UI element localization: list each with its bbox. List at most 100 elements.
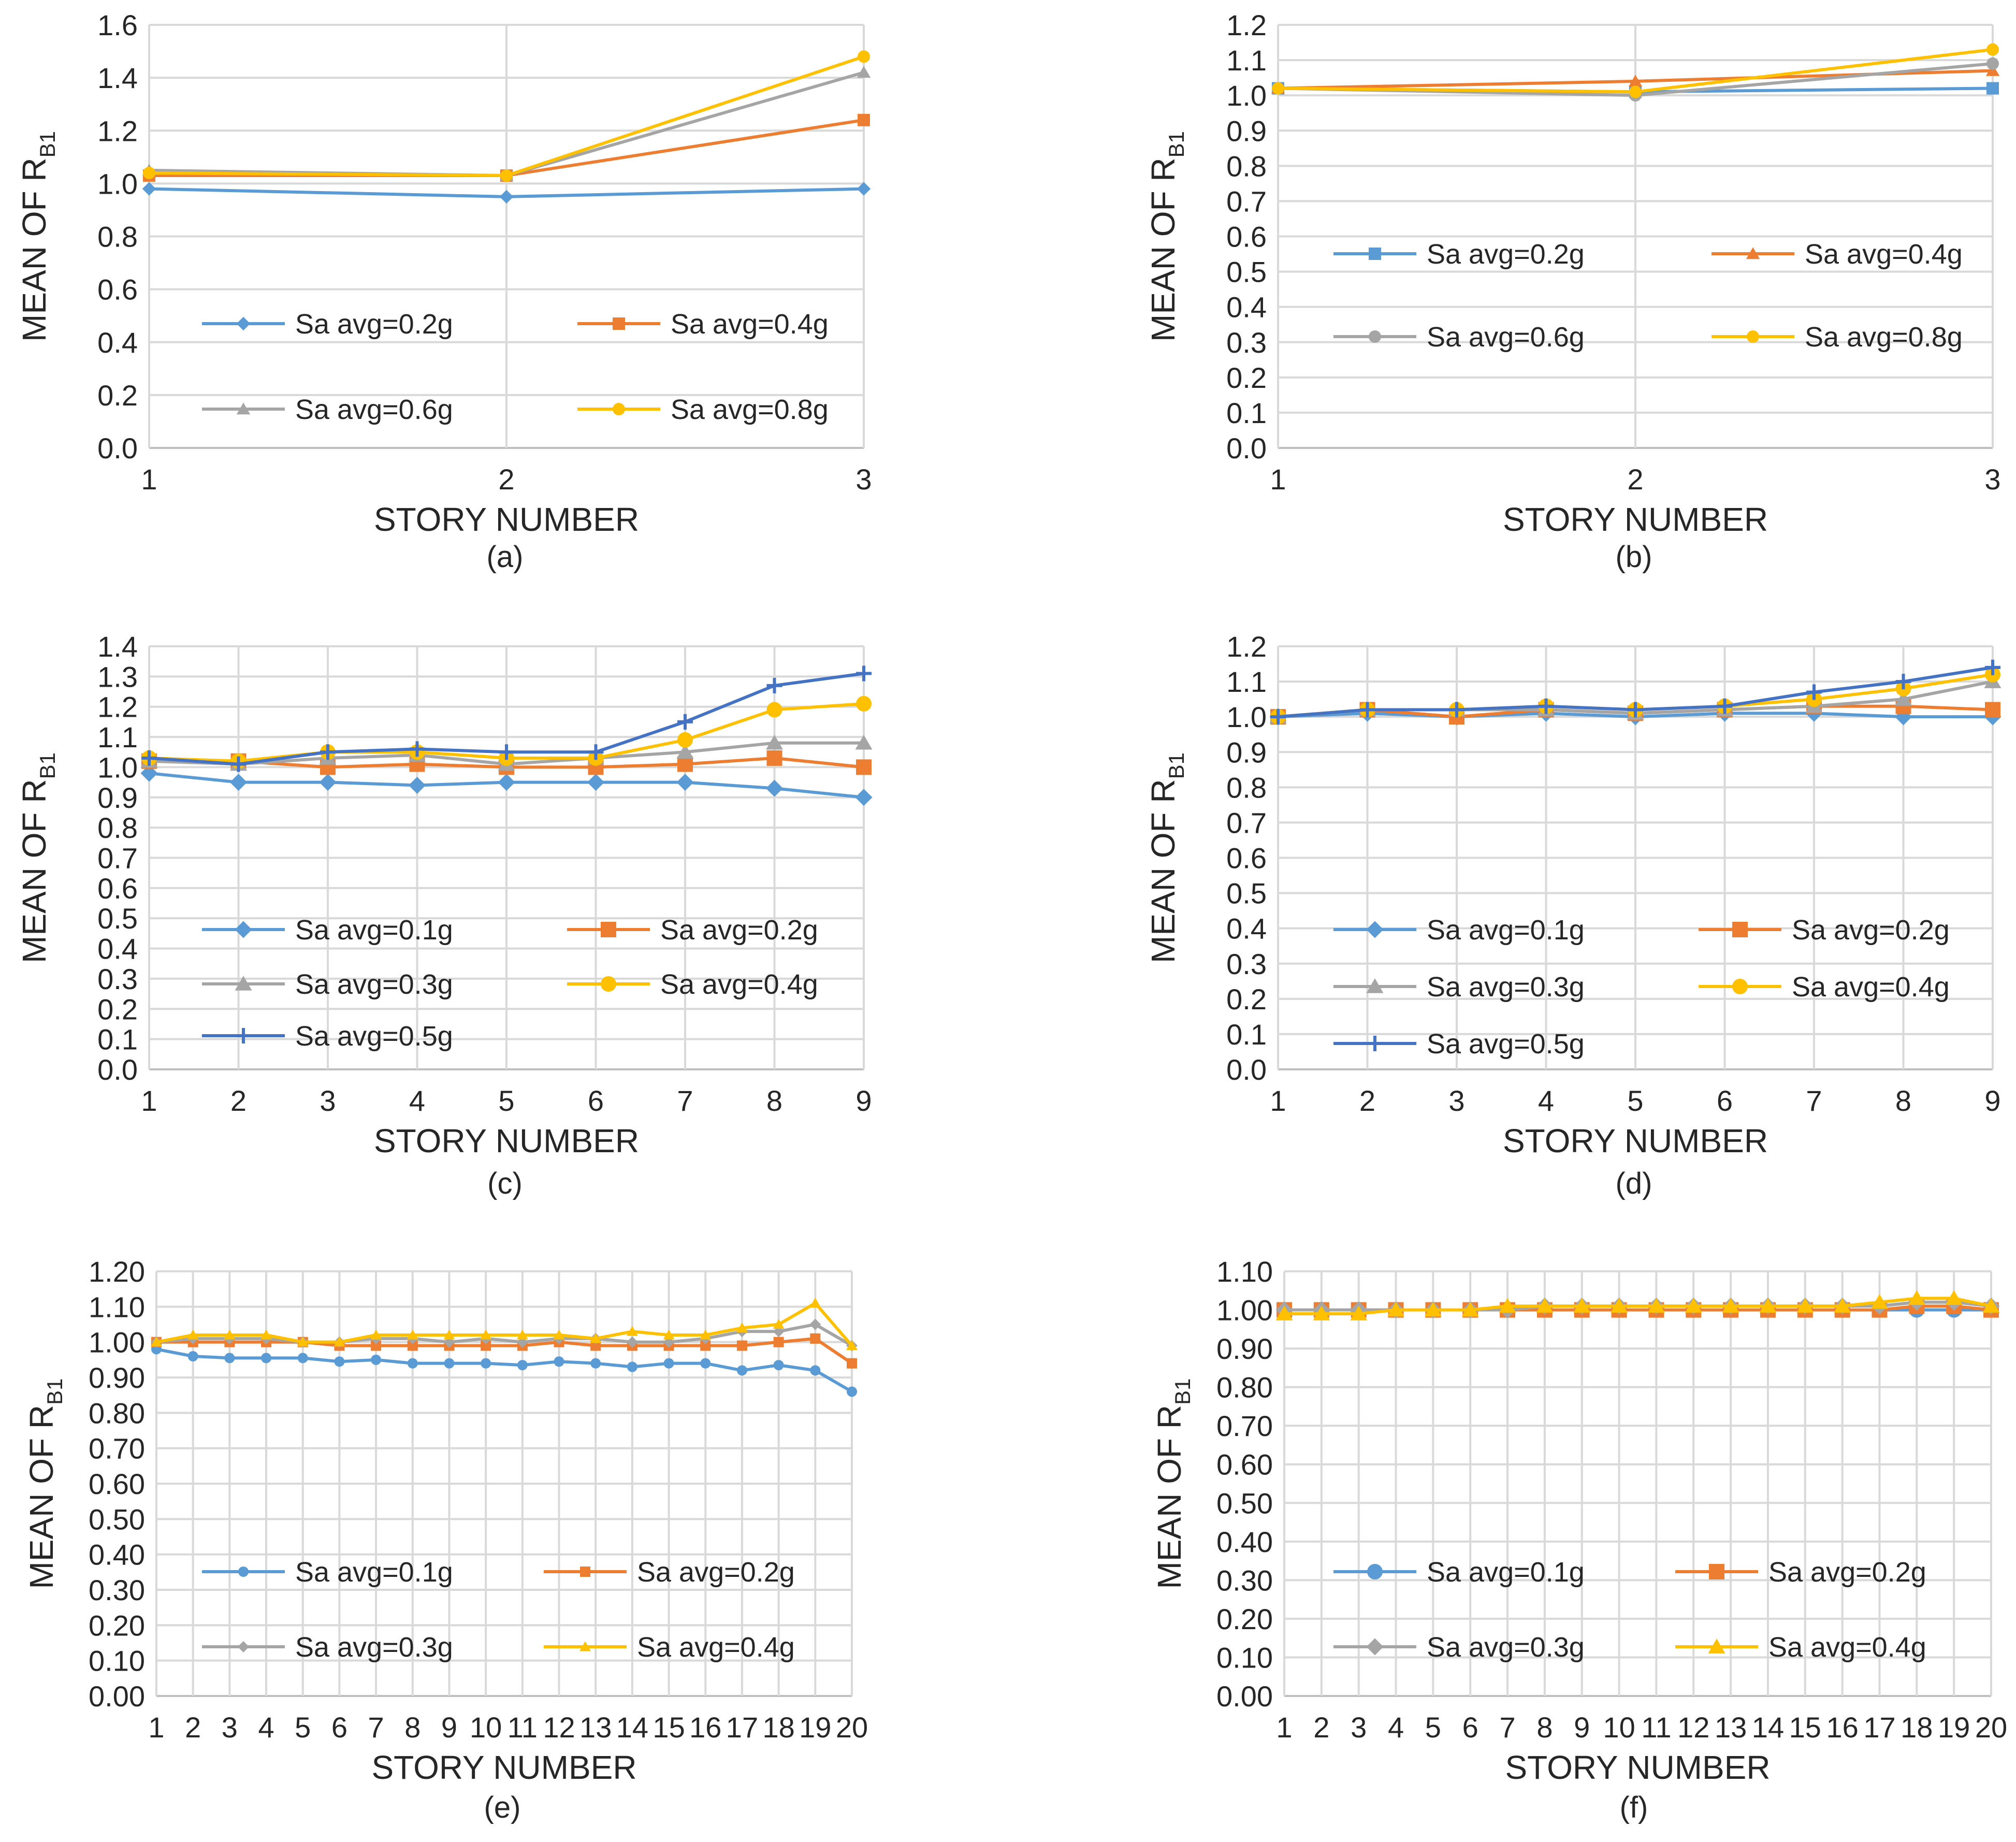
x-tick-label: 2 xyxy=(185,1711,201,1744)
legend-label: Sa avg=0.4g xyxy=(1792,971,1950,1003)
x-tick-label: 6 xyxy=(588,1084,604,1117)
legend-marker xyxy=(1367,1036,1383,1051)
legend-label: Sa avg=0.1g xyxy=(1427,1557,1585,1588)
data-point xyxy=(409,776,426,794)
data-point xyxy=(1536,1298,1554,1313)
x-tick-label: 9 xyxy=(1984,1084,2000,1117)
y-tick-label: 0.6 xyxy=(97,872,138,905)
data-point xyxy=(766,734,783,750)
data-point xyxy=(1611,1298,1628,1313)
legend-label: Sa avg=0.5g xyxy=(295,1021,453,1052)
series-line-1 xyxy=(156,1347,853,1393)
y-tick-label: 0.0 xyxy=(1226,432,1267,465)
data-point xyxy=(1629,85,1642,98)
data-point xyxy=(1985,702,2000,718)
y-tick-label: 0.4 xyxy=(97,933,138,965)
data-point xyxy=(677,732,693,748)
legend-marker xyxy=(238,1641,249,1652)
data-point xyxy=(1908,1290,1925,1305)
x-tick-label: 18 xyxy=(1901,1711,1933,1744)
legend-label: Sa avg=0.3g xyxy=(295,1632,453,1663)
y-tick-label: 0.30 xyxy=(1216,1564,1273,1597)
data-point xyxy=(858,113,870,126)
data-point xyxy=(320,744,336,760)
x-tick-label: 1 xyxy=(141,463,157,496)
data-point xyxy=(1759,1298,1777,1313)
data-point xyxy=(847,1386,857,1397)
x-tick-label: 14 xyxy=(1752,1711,1784,1744)
y-axis-label: MEAN OF RB1 xyxy=(16,131,60,342)
data-point xyxy=(1499,1298,1516,1313)
data-point xyxy=(1796,1298,1814,1313)
data-point xyxy=(1982,1298,2000,1313)
data-point xyxy=(1313,1306,1330,1321)
legend-marker xyxy=(236,316,251,331)
data-point xyxy=(677,756,693,772)
data-point xyxy=(846,1340,858,1350)
legend-label: Sa avg=0.4g xyxy=(1805,239,1963,270)
x-tick-label: 10 xyxy=(470,1711,502,1744)
chart-panel-a: 0.0 0.2 0.4 0.6 0.8 1.0 1.2 1.4 1.6 1 2 3 STORY NUMB… xyxy=(16,9,872,574)
data-point xyxy=(1359,702,1375,718)
x-tick-label: 13 xyxy=(1715,1711,1747,1744)
y-tick-label: 0.5 xyxy=(1226,256,1267,288)
legend-marker xyxy=(1367,1564,1383,1579)
data-point xyxy=(856,695,872,712)
y-tick-label: 0.00 xyxy=(89,1680,145,1713)
y-tick-label: 1.00 xyxy=(1216,1294,1273,1327)
data-point xyxy=(1945,1290,1963,1305)
y-tick-label: 0.7 xyxy=(1226,185,1267,217)
data-point xyxy=(676,774,694,791)
legend-marker xyxy=(579,1641,591,1651)
x-tick-label: 3 xyxy=(1448,1084,1464,1117)
y-tick-label: 0.8 xyxy=(97,221,138,253)
data-point xyxy=(498,774,515,791)
x-axis-label: STORY NUMBER xyxy=(371,1749,636,1786)
data-point xyxy=(736,1340,747,1351)
y-tick-label: 0.2 xyxy=(1226,983,1267,1016)
data-point xyxy=(1895,674,1911,690)
y-tick-label: 0.0 xyxy=(97,432,138,465)
x-tick-label: 15 xyxy=(652,1711,685,1744)
data-point xyxy=(810,1365,821,1376)
legend-label: Sa avg=0.1g xyxy=(295,915,453,946)
data-point xyxy=(1685,1298,1702,1313)
data-point xyxy=(590,1358,601,1369)
data-point xyxy=(143,166,155,179)
y-tick-label: 0.70 xyxy=(1216,1410,1273,1442)
data-point xyxy=(810,1333,821,1344)
y-tick-label: 0.60 xyxy=(89,1468,145,1500)
x-tick-label: 7 xyxy=(1499,1711,1515,1744)
data-point xyxy=(857,182,871,196)
y-tick-label: 1.2 xyxy=(1226,630,1267,663)
data-point xyxy=(1870,1294,1888,1309)
x-tick-label: 8 xyxy=(1895,1084,1911,1117)
y-tick-label: 0.3 xyxy=(1226,948,1267,980)
y-tick-label: 0.8 xyxy=(97,811,138,844)
y-tick-label: 0.6 xyxy=(97,273,138,306)
y-tick-label: 1.0 xyxy=(1226,701,1267,733)
data-point xyxy=(590,1333,602,1343)
chart-panel-b: 0.00.10.20.30.40.50.6 0.70.80.91.01.11.2 1… xyxy=(1144,9,2001,574)
x-tick-label: 5 xyxy=(1425,1711,1441,1744)
data-point xyxy=(1628,75,1643,87)
legend-label: Sa avg=0.1g xyxy=(1427,915,1585,946)
data-point xyxy=(766,779,783,797)
legend-marker xyxy=(1369,248,1381,260)
y-axis-label: MEAN OF RB1 xyxy=(1144,752,1188,963)
data-point xyxy=(677,714,693,730)
data-point xyxy=(1895,691,1912,706)
x-tick-label: 3 xyxy=(222,1711,238,1744)
y-tick-label: 1.20 xyxy=(89,1255,145,1288)
x-tick-label: 10 xyxy=(1603,1711,1635,1744)
data-point xyxy=(481,1340,491,1351)
legend-label: Sa avg=0.3g xyxy=(1427,971,1585,1003)
data-point xyxy=(261,1353,272,1364)
x-tick-label: 17 xyxy=(726,1711,758,1744)
x-tick-label: 2 xyxy=(230,1084,246,1117)
data-point xyxy=(676,744,694,759)
data-point xyxy=(1806,684,1822,700)
data-point xyxy=(297,1353,308,1364)
x-tick-label: 6 xyxy=(331,1711,347,1744)
data-point xyxy=(500,169,513,182)
